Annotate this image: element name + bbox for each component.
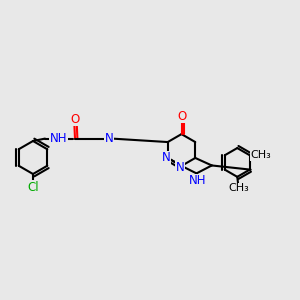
Text: Cl: Cl	[27, 181, 39, 194]
Text: N: N	[162, 152, 171, 164]
Text: N: N	[105, 132, 114, 145]
Text: CH₃: CH₃	[228, 183, 249, 193]
Text: NH: NH	[50, 132, 67, 145]
Text: CH₃: CH₃	[250, 150, 271, 160]
Text: NH: NH	[189, 174, 207, 188]
Text: N: N	[176, 161, 184, 174]
Text: O: O	[177, 110, 186, 123]
Text: O: O	[70, 112, 80, 126]
